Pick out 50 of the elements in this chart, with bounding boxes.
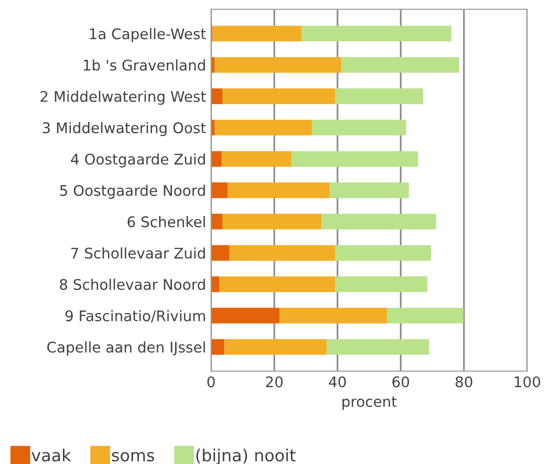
bar (301, 26, 452, 42)
bar (214, 120, 312, 136)
bar (214, 57, 341, 73)
bar (219, 276, 335, 292)
x-axis-title: procent (342, 396, 397, 410)
bar (211, 339, 224, 355)
x-tick-label: 0 (207, 376, 215, 388)
y-tick-label: 2 Middelwatering West (40, 90, 206, 105)
bar (211, 151, 222, 167)
bar (330, 182, 409, 198)
bar (326, 339, 430, 355)
y-tick-label: 7 Schollevaar Zuid (71, 247, 205, 259)
bar (222, 151, 292, 167)
legend-label: soms (112, 452, 154, 462)
bar (322, 214, 436, 230)
bar (340, 57, 460, 73)
bar (211, 245, 230, 261)
bar (334, 88, 424, 104)
bar (312, 120, 406, 136)
y-tick-label: Capelle aan den IJssel (47, 341, 205, 356)
bar (387, 308, 464, 324)
y-tick-label: 6 Schenkel (128, 216, 205, 228)
y-tick-label: 4 Oostgaarde Zuid (71, 153, 205, 168)
y-tick-label: 5 Oostgaarde Noord (60, 184, 205, 199)
bar (211, 276, 220, 292)
bar (228, 182, 330, 198)
y-tick-label: 1a Capelle-West (90, 28, 206, 42)
x-tick-label: 40 (328, 376, 346, 388)
y-tick-label: 8 Schollevaar Noord (60, 278, 205, 290)
bar (229, 245, 335, 261)
y-tick-label: 3 Middelwatering Oost (42, 122, 206, 136)
x-tick-label: 60 (392, 376, 410, 388)
y-tick-label: 1b 's Gravenland (84, 59, 205, 71)
x-tick-label: 20 (266, 376, 283, 388)
bar (224, 339, 327, 355)
x-tick-label: 80 (456, 376, 472, 388)
bar (211, 88, 222, 104)
bar (292, 151, 418, 167)
bar (334, 276, 428, 292)
x-tick-label: 100 (514, 376, 540, 388)
bar (211, 182, 228, 198)
bar (211, 214, 222, 230)
bar (334, 245, 432, 261)
bar (212, 26, 302, 42)
bar (222, 88, 335, 104)
bar (280, 308, 388, 324)
bar (222, 214, 322, 230)
y-tick-label: 9 Fascinatio/Rivium (65, 310, 205, 322)
bar (211, 308, 280, 324)
legend-label: vaak (32, 448, 72, 462)
